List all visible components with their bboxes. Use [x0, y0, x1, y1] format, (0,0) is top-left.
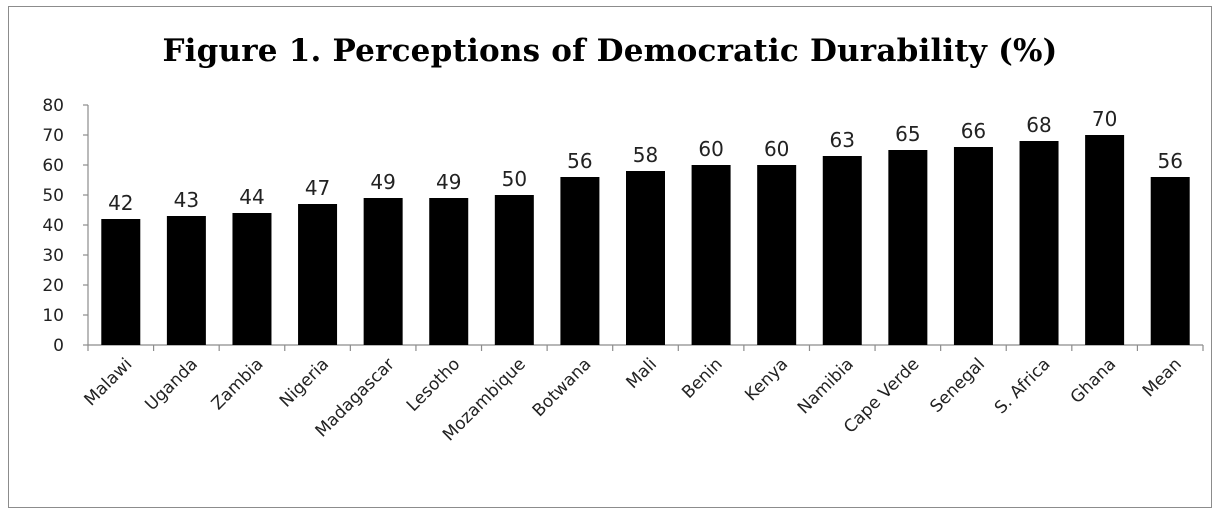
bar	[954, 147, 993, 345]
data-label: 66	[961, 119, 986, 143]
data-label: 49	[436, 170, 461, 194]
bar	[101, 219, 140, 345]
y-tick-label: 10	[42, 306, 64, 326]
bar	[167, 216, 206, 345]
data-label: 60	[698, 137, 723, 161]
category-label: Kenya	[741, 354, 792, 405]
bar	[1085, 135, 1124, 345]
category-label: S. Africa	[991, 354, 1055, 418]
y-tick-label: 50	[42, 186, 64, 206]
category-label: Senegal	[926, 354, 989, 417]
data-label: 47	[305, 176, 330, 200]
data-label: 49	[370, 170, 395, 194]
bar	[888, 150, 927, 345]
bar	[429, 198, 468, 345]
data-label: 70	[1092, 107, 1117, 131]
data-label: 43	[174, 188, 199, 212]
y-tick-label: 80	[42, 96, 64, 116]
bar	[1151, 177, 1190, 345]
data-label: 56	[1157, 149, 1182, 173]
category-label: Lesotho	[403, 354, 464, 415]
y-tick-label: 0	[53, 336, 64, 356]
data-label: 56	[567, 149, 592, 173]
y-tick-label: 20	[42, 276, 64, 296]
category-label: Zambia	[208, 354, 268, 414]
data-label: 44	[239, 185, 264, 209]
bar	[364, 198, 403, 345]
y-axis-ticks: 80 70 60 50 40 30 20 10 0	[42, 96, 88, 356]
y-tick-label: 40	[42, 216, 64, 236]
category-label: Mean	[1139, 354, 1186, 401]
y-tick-label: 60	[42, 156, 64, 176]
data-label: 68	[1026, 113, 1051, 137]
data-label: 50	[502, 167, 527, 191]
bar	[495, 195, 534, 345]
data-label: 65	[895, 122, 920, 146]
category-label: Uganda	[141, 354, 202, 415]
data-label: 60	[764, 137, 789, 161]
bar	[1020, 141, 1059, 345]
data-label: 58	[633, 143, 658, 167]
category-label: Ghana	[1067, 354, 1120, 407]
bar	[823, 156, 862, 345]
category-label: Namibia	[794, 354, 858, 418]
category-label: Nigeria	[276, 354, 333, 411]
bar	[298, 204, 337, 345]
category-label: Benin	[678, 354, 726, 402]
data-label: 63	[830, 128, 855, 152]
bar	[560, 177, 599, 345]
bar	[692, 165, 731, 345]
category-label: Mali	[622, 354, 661, 393]
category-label: Malawi	[81, 354, 137, 410]
bar	[232, 213, 271, 345]
y-tick-label: 30	[42, 246, 64, 266]
category-label: Botwana	[529, 354, 596, 421]
bar	[626, 171, 665, 345]
data-label: 42	[108, 191, 133, 215]
y-tick-label: 70	[42, 126, 64, 146]
bar	[757, 165, 796, 345]
